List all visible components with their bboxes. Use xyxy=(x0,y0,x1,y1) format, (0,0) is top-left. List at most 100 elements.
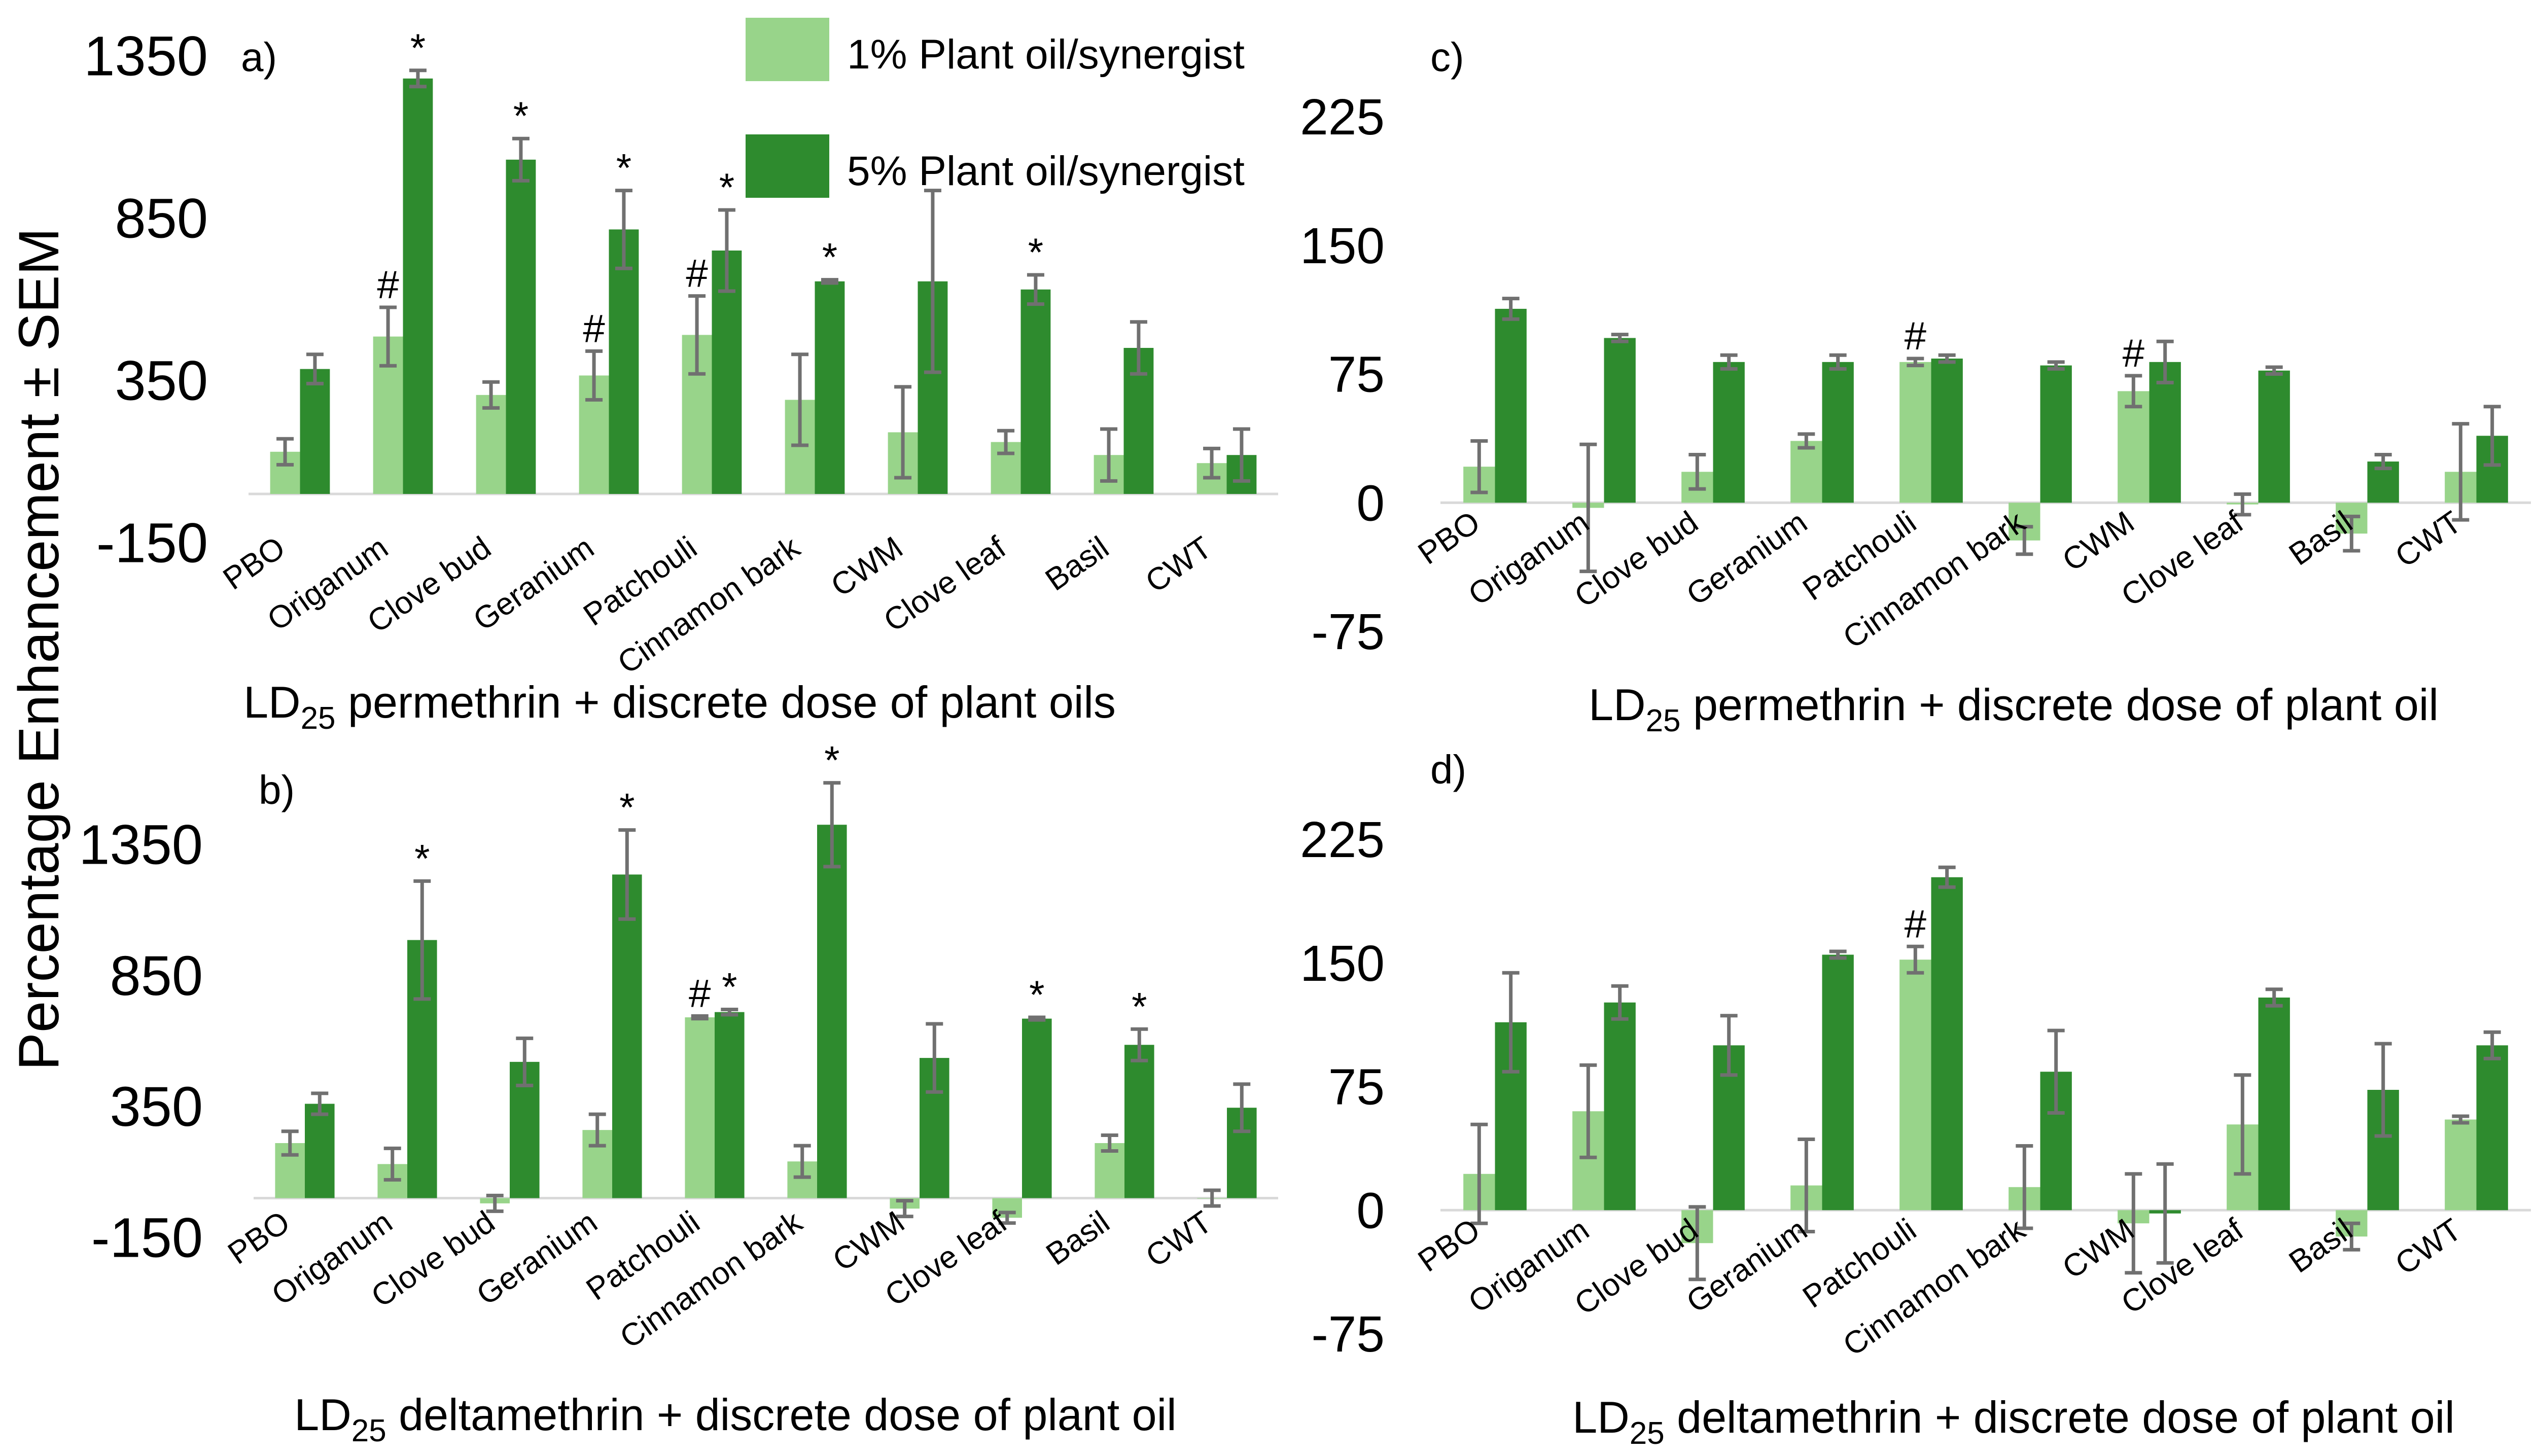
significance-hash: # xyxy=(2123,331,2144,375)
x-axis-label: LD25 deltamethrin + discrete dose of pla… xyxy=(1572,1392,2454,1451)
error-bar xyxy=(516,1036,534,1087)
error-bar xyxy=(1907,357,1924,368)
significance-star: * xyxy=(616,146,631,190)
y-tick-label: -75 xyxy=(1311,603,1385,660)
significance-star: * xyxy=(1028,230,1043,274)
error-bar xyxy=(276,437,294,467)
error-bar xyxy=(413,879,431,1001)
error-bar xyxy=(924,189,941,374)
bar-5pct xyxy=(1931,877,1963,1211)
bar-5pct xyxy=(1822,954,1854,1211)
error-bar xyxy=(1203,1188,1221,1208)
bar-5pct xyxy=(1931,359,1963,503)
error-bar xyxy=(281,1129,299,1157)
bar-5pct xyxy=(612,874,642,1198)
significance-star: * xyxy=(414,836,430,880)
error-bar xyxy=(2483,405,2501,467)
error-bar xyxy=(998,1211,1016,1225)
error-bar xyxy=(379,305,397,368)
error-bar xyxy=(1233,1082,1251,1133)
error-bar xyxy=(2156,339,2174,384)
error-bar xyxy=(383,1146,401,1182)
error-bar xyxy=(2265,987,2283,1008)
bar-5pct xyxy=(1022,1018,1052,1198)
error-bar xyxy=(1470,439,1488,494)
error-bar xyxy=(1232,427,1250,483)
error-bar xyxy=(1027,273,1044,306)
significance-star: * xyxy=(719,165,734,209)
error-bar xyxy=(2156,1162,2174,1265)
error-bar xyxy=(1100,427,1118,483)
error-bar xyxy=(588,1112,606,1148)
y-tick-label: 0 xyxy=(1356,1182,1385,1239)
legend-swatch-5pct xyxy=(746,134,829,198)
bar-5pct xyxy=(403,78,433,494)
error-bar xyxy=(2047,1028,2065,1115)
y-tick-label: 75 xyxy=(1328,1059,1385,1116)
y-tick-label: -150 xyxy=(91,1207,203,1269)
error-bar xyxy=(2343,514,2361,553)
y-axis-title: Percentage Enhancement ± SEM xyxy=(7,228,71,1071)
bar-1pct xyxy=(1790,441,1822,503)
x-axis-label: LD25 deltamethrin + discrete dose of pla… xyxy=(294,1390,1176,1448)
bar-5pct xyxy=(300,369,330,494)
y-tick-label: -150 xyxy=(96,512,208,575)
error-bar xyxy=(688,294,706,376)
significance-star: * xyxy=(1132,984,1147,1028)
bar-1pct xyxy=(476,395,506,494)
significance-hash: # xyxy=(583,306,605,350)
error-bar xyxy=(1101,1133,1118,1153)
panel-label: d) xyxy=(1430,747,1466,792)
error-bar xyxy=(311,1091,329,1116)
panel-label: c) xyxy=(1430,34,1464,80)
error-bar xyxy=(1028,1015,1046,1022)
bar-5pct xyxy=(1822,362,1854,503)
y-tick-label: 1350 xyxy=(79,814,203,876)
bar-5pct xyxy=(2149,362,2181,503)
error-bar xyxy=(512,136,530,183)
significance-star: * xyxy=(822,235,837,279)
error-bar xyxy=(1938,865,1956,889)
significance-star: * xyxy=(1029,972,1044,1017)
significance-hash: # xyxy=(377,262,399,307)
significance-hash: # xyxy=(686,251,708,296)
error-bar xyxy=(2234,1073,2251,1176)
error-bar xyxy=(718,208,735,293)
y-tick-label: 225 xyxy=(1300,811,1385,868)
significance-star: * xyxy=(722,965,737,1009)
significance-hash: # xyxy=(1905,313,1926,358)
error-bar xyxy=(2343,1221,2361,1252)
bar-1pct xyxy=(685,1017,715,1198)
error-bar xyxy=(486,1193,504,1213)
significance-star: * xyxy=(410,25,426,70)
error-bar xyxy=(2234,492,2251,517)
error-bar xyxy=(2452,422,2470,522)
bar-5pct xyxy=(2476,1045,2508,1211)
error-bar xyxy=(1611,984,1629,1021)
bar-5pct xyxy=(1604,1002,1636,1211)
error-bar xyxy=(1130,320,1147,376)
significance-star: * xyxy=(824,738,839,783)
error-bar xyxy=(615,189,632,270)
error-bar xyxy=(2125,1172,2142,1275)
error-bar xyxy=(306,352,324,385)
error-bar xyxy=(1720,1014,1738,1077)
y-tick-label: 225 xyxy=(1300,89,1385,146)
error-bar xyxy=(1798,1138,1815,1233)
bar-5pct xyxy=(1124,1045,1154,1198)
y-tick-label: 850 xyxy=(110,945,203,1007)
bar-5pct xyxy=(305,1104,335,1198)
error-bar xyxy=(821,278,838,285)
error-bar xyxy=(2483,1030,2501,1060)
bar-5pct xyxy=(506,159,536,494)
y-tick-label: 850 xyxy=(115,188,208,250)
bar-5pct xyxy=(1604,338,1636,503)
x-axis-label: LD25 permethrin + discrete dose of plant… xyxy=(243,677,1116,736)
error-bar xyxy=(791,352,809,447)
error-bar xyxy=(1203,446,1221,480)
bar-1pct xyxy=(2118,391,2150,503)
y-tick-label: -75 xyxy=(1311,1306,1385,1363)
error-bar xyxy=(1611,333,1629,343)
error-bar xyxy=(2265,365,2283,376)
